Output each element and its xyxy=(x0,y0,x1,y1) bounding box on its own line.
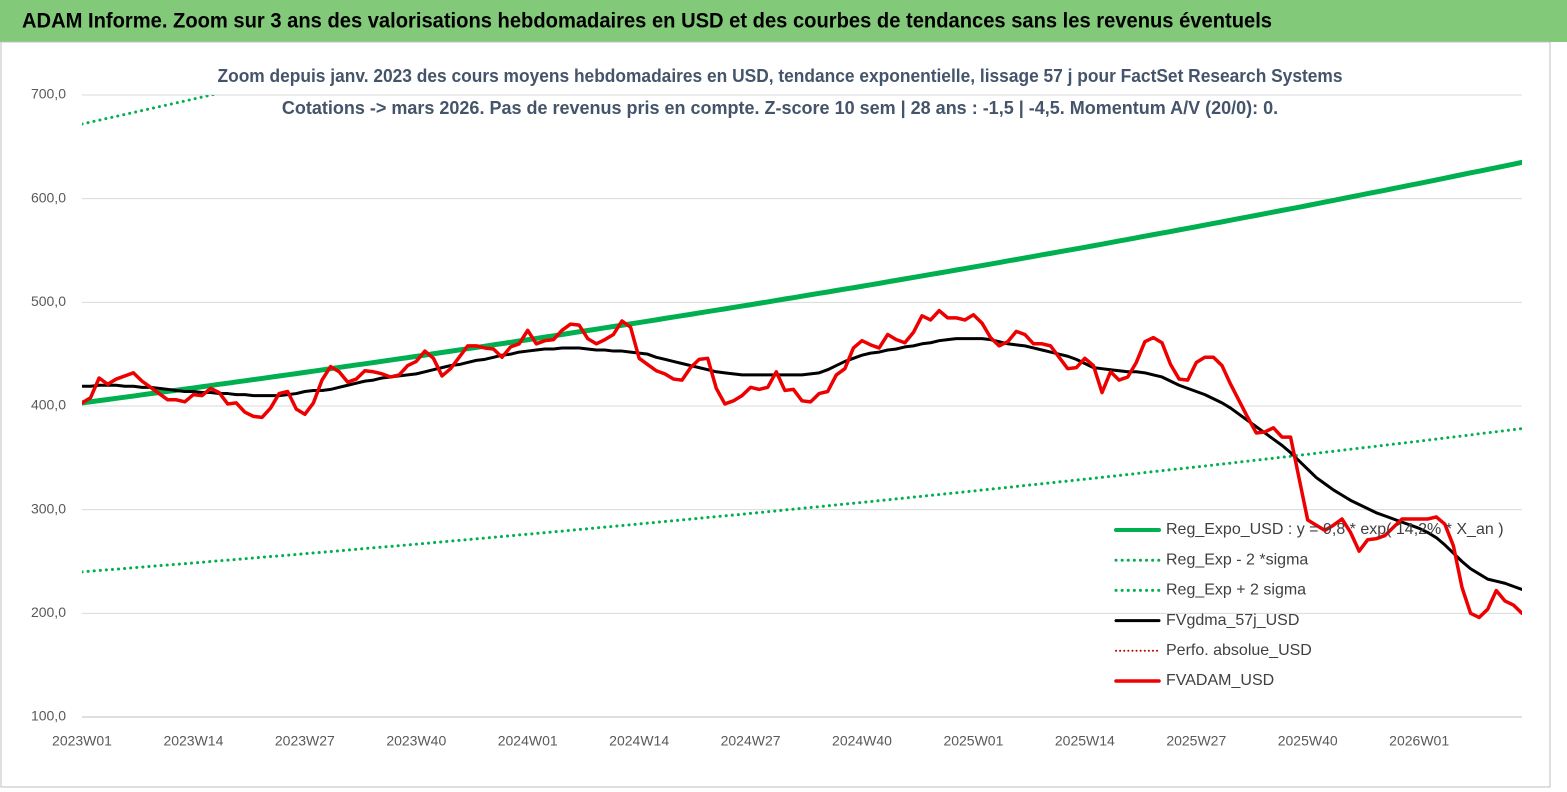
x-tick-label: 2025W40 xyxy=(1278,733,1338,749)
y-tick-label: 300,0 xyxy=(31,500,66,516)
x-tick-label: 2023W14 xyxy=(163,733,223,749)
chart-border xyxy=(0,41,1551,788)
series-line xyxy=(82,308,1522,620)
x-tick-label: 2024W14 xyxy=(609,733,669,749)
y-tick-label: 500,0 xyxy=(31,293,66,309)
y-tick-label: 100,0 xyxy=(31,708,66,724)
header-bar xyxy=(0,0,1567,42)
plot-area xyxy=(82,95,1522,620)
x-tick-label: 2024W27 xyxy=(721,733,781,749)
x-tick-label: 2024W01 xyxy=(498,733,558,749)
y-tick-label: 700,0 xyxy=(31,86,66,102)
chart-subtitle: Cotations -> mars 2026. Pas de revenus p… xyxy=(282,98,1278,118)
x-tick-label: 2026W01 xyxy=(1389,733,1449,749)
legend-label: Perfo. absolue_USD xyxy=(1166,642,1312,659)
legend-label: Reg_Exp + 2 sigma xyxy=(1166,582,1306,599)
y-tick-label: 400,0 xyxy=(31,397,66,413)
x-tick-label: 2025W01 xyxy=(943,733,1003,749)
legend-label: Reg_Expo_USD : y = 9,8 * exp( 14,2% * X_… xyxy=(1166,521,1504,538)
x-tick-label: 2023W27 xyxy=(275,733,335,749)
series-line xyxy=(82,159,1522,406)
y-tick-label: 200,0 xyxy=(31,604,66,620)
legend-label: FVADAM_USD xyxy=(1166,672,1274,689)
series-line xyxy=(82,337,1522,591)
chart-subtitle: Zoom depuis janv. 2023 des cours moyens … xyxy=(218,66,1343,86)
x-tick-label: 2023W40 xyxy=(386,733,446,749)
series-line xyxy=(82,95,218,126)
legend-label: FVgdma_57j_USD xyxy=(1166,612,1299,629)
chart-title: ADAM Informe. Zoom sur 3 ans des valoris… xyxy=(22,10,1272,33)
x-tick-label: 2023W01 xyxy=(52,733,112,749)
x-tick-label: 2024W40 xyxy=(832,733,892,749)
legend-label: Reg_Exp - 2 *sigma xyxy=(1166,551,1308,568)
y-tick-label: 600,0 xyxy=(31,189,66,205)
x-tick-label: 2025W27 xyxy=(1166,733,1226,749)
x-tick-label: 2025W14 xyxy=(1055,733,1115,749)
